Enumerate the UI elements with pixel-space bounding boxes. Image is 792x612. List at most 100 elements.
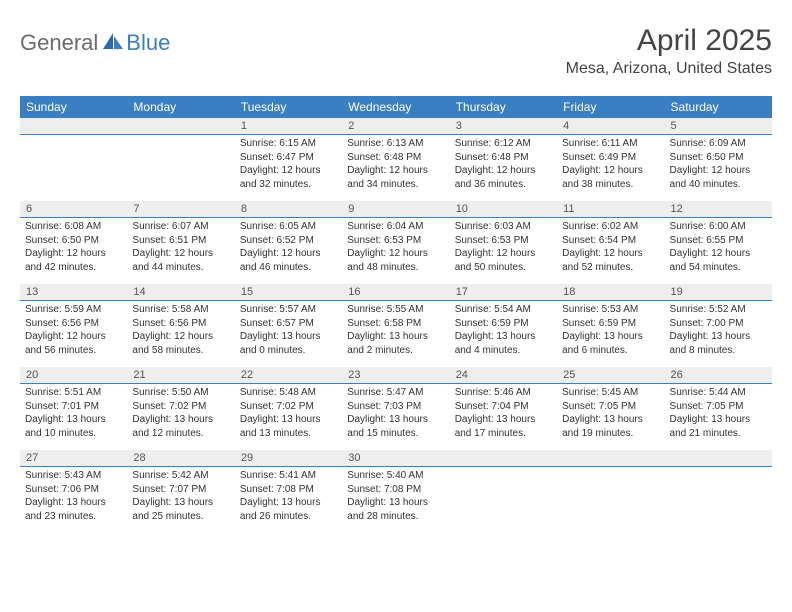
day-cell: [557, 467, 664, 534]
day-cell: Sunrise: 5:52 AMSunset: 7:00 PMDaylight:…: [665, 301, 772, 368]
sunset-text: Sunset: 6:59 PM: [562, 317, 659, 331]
sunrise-text: Sunrise: 6:07 AM: [132, 220, 229, 234]
day-cell: Sunrise: 5:46 AMSunset: 7:04 PMDaylight:…: [450, 384, 557, 451]
sunset-text: Sunset: 7:03 PM: [347, 400, 444, 414]
daylight-text: Daylight: 12 hours and 36 minutes.: [455, 164, 552, 191]
day-number-cell: 10: [450, 201, 557, 218]
sunset-text: Sunset: 6:56 PM: [132, 317, 229, 331]
day-number-cell: 23: [342, 367, 449, 384]
day-number-cell: [450, 450, 557, 467]
day-number-cell: 30: [342, 450, 449, 467]
daylight-text: Daylight: 13 hours and 19 minutes.: [562, 413, 659, 440]
day-number-cell: 21: [127, 367, 234, 384]
sunrise-text: Sunrise: 5:47 AM: [347, 386, 444, 400]
sunrise-text: Sunrise: 5:57 AM: [240, 303, 337, 317]
day-number-cell: [665, 450, 772, 467]
sunset-text: Sunset: 7:00 PM: [670, 317, 767, 331]
daylight-text: Daylight: 12 hours and 48 minutes.: [347, 247, 444, 274]
sunrise-text: Sunrise: 5:50 AM: [132, 386, 229, 400]
day-cell: Sunrise: 6:11 AMSunset: 6:49 PMDaylight:…: [557, 135, 664, 202]
sunset-text: Sunset: 6:51 PM: [132, 234, 229, 248]
sunrise-text: Sunrise: 6:09 AM: [670, 137, 767, 151]
day-cell: Sunrise: 5:50 AMSunset: 7:02 PMDaylight:…: [127, 384, 234, 451]
sunrise-text: Sunrise: 5:41 AM: [240, 469, 337, 483]
week-row: Sunrise: 5:59 AMSunset: 6:56 PMDaylight:…: [20, 301, 772, 368]
dow-friday: Friday: [557, 96, 664, 118]
week-row: Sunrise: 6:08 AMSunset: 6:50 PMDaylight:…: [20, 218, 772, 285]
day-cell: Sunrise: 5:54 AMSunset: 6:59 PMDaylight:…: [450, 301, 557, 368]
sunset-text: Sunset: 7:05 PM: [670, 400, 767, 414]
day-number-cell: 7: [127, 201, 234, 218]
day-number-cell: [557, 450, 664, 467]
daynum-row: 13141516171819: [20, 284, 772, 301]
day-number-cell: 29: [235, 450, 342, 467]
logo-text-blue: Blue: [126, 30, 170, 56]
logo-text-general: General: [20, 30, 98, 56]
day-cell: Sunrise: 5:45 AMSunset: 7:05 PMDaylight:…: [557, 384, 664, 451]
day-number-cell: 24: [450, 367, 557, 384]
sunset-text: Sunset: 6:47 PM: [240, 151, 337, 165]
sunrise-text: Sunrise: 5:58 AM: [132, 303, 229, 317]
sunset-text: Sunset: 6:48 PM: [347, 151, 444, 165]
day-cell: Sunrise: 5:41 AMSunset: 7:08 PMDaylight:…: [235, 467, 342, 534]
sunrise-text: Sunrise: 5:43 AM: [25, 469, 122, 483]
sunset-text: Sunset: 7:08 PM: [347, 483, 444, 497]
day-number-cell: 12: [665, 201, 772, 218]
day-number-cell: [20, 118, 127, 135]
daylight-text: Daylight: 13 hours and 25 minutes.: [132, 496, 229, 523]
day-cell: Sunrise: 6:13 AMSunset: 6:48 PMDaylight:…: [342, 135, 449, 202]
daylight-text: Daylight: 13 hours and 8 minutes.: [670, 330, 767, 357]
day-number-cell: 16: [342, 284, 449, 301]
sunrise-text: Sunrise: 5:59 AM: [25, 303, 122, 317]
sunset-text: Sunset: 7:02 PM: [240, 400, 337, 414]
sunrise-text: Sunrise: 5:44 AM: [670, 386, 767, 400]
logo: General Blue: [20, 24, 170, 56]
day-cell: [665, 467, 772, 534]
day-cell: Sunrise: 6:15 AMSunset: 6:47 PMDaylight:…: [235, 135, 342, 202]
sunrise-text: Sunrise: 6:03 AM: [455, 220, 552, 234]
day-number-cell: 6: [20, 201, 127, 218]
sunrise-text: Sunrise: 5:51 AM: [25, 386, 122, 400]
daynum-row: 6789101112: [20, 201, 772, 218]
sunrise-text: Sunrise: 6:08 AM: [25, 220, 122, 234]
calendar-table: SundayMondayTuesdayWednesdayThursdayFrid…: [20, 96, 772, 533]
day-cell: Sunrise: 5:53 AMSunset: 6:59 PMDaylight:…: [557, 301, 664, 368]
day-cell: Sunrise: 5:59 AMSunset: 6:56 PMDaylight:…: [20, 301, 127, 368]
daylight-text: Daylight: 12 hours and 40 minutes.: [670, 164, 767, 191]
daylight-text: Daylight: 12 hours and 44 minutes.: [132, 247, 229, 274]
day-cell: Sunrise: 5:48 AMSunset: 7:02 PMDaylight:…: [235, 384, 342, 451]
page-title: April 2025: [566, 24, 772, 58]
dow-wednesday: Wednesday: [342, 96, 449, 118]
day-cell: Sunrise: 6:09 AMSunset: 6:50 PMDaylight:…: [665, 135, 772, 202]
daylight-text: Daylight: 13 hours and 12 minutes.: [132, 413, 229, 440]
day-cell: Sunrise: 6:08 AMSunset: 6:50 PMDaylight:…: [20, 218, 127, 285]
sunrise-text: Sunrise: 5:55 AM: [347, 303, 444, 317]
sunset-text: Sunset: 6:59 PM: [455, 317, 552, 331]
day-cell: Sunrise: 5:43 AMSunset: 7:06 PMDaylight:…: [20, 467, 127, 534]
sunset-text: Sunset: 7:06 PM: [25, 483, 122, 497]
sunset-text: Sunset: 7:07 PM: [132, 483, 229, 497]
sunrise-text: Sunrise: 5:45 AM: [562, 386, 659, 400]
location-text: Mesa, Arizona, United States: [566, 60, 772, 78]
day-number-cell: 4: [557, 118, 664, 135]
daylight-text: Daylight: 13 hours and 28 minutes.: [347, 496, 444, 523]
day-cell: [20, 135, 127, 202]
header: General Blue April 2025 Mesa, Arizona, U…: [20, 24, 772, 78]
daylight-text: Daylight: 12 hours and 38 minutes.: [562, 164, 659, 191]
sunset-text: Sunset: 6:57 PM: [240, 317, 337, 331]
day-number-cell: 27: [20, 450, 127, 467]
daylight-text: Daylight: 12 hours and 52 minutes.: [562, 247, 659, 274]
sunset-text: Sunset: 7:01 PM: [25, 400, 122, 414]
daynum-row: 20212223242526: [20, 367, 772, 384]
sunrise-text: Sunrise: 6:02 AM: [562, 220, 659, 234]
dow-monday: Monday: [127, 96, 234, 118]
sunrise-text: Sunrise: 5:52 AM: [670, 303, 767, 317]
sunrise-text: Sunrise: 6:11 AM: [562, 137, 659, 151]
day-number-cell: 26: [665, 367, 772, 384]
sunset-text: Sunset: 6:56 PM: [25, 317, 122, 331]
day-number-cell: 20: [20, 367, 127, 384]
day-number-cell: 15: [235, 284, 342, 301]
dow-tuesday: Tuesday: [235, 96, 342, 118]
sunset-text: Sunset: 7:05 PM: [562, 400, 659, 414]
daylight-text: Daylight: 12 hours and 50 minutes.: [455, 247, 552, 274]
